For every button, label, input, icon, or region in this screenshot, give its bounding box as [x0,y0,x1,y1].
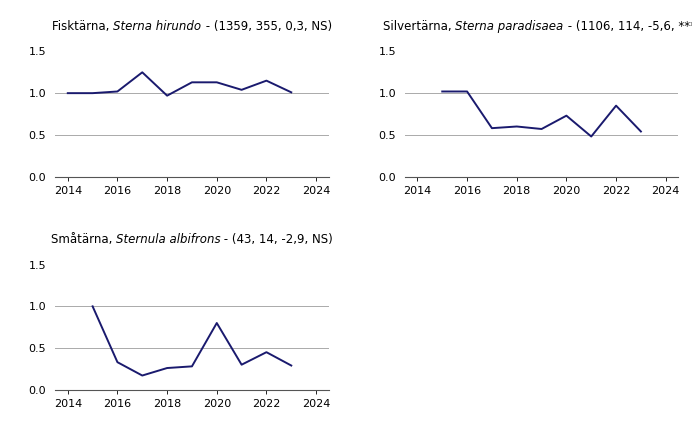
Text: Silvertärna,: Silvertärna, [383,20,455,33]
Text: Sterna hirundo: Sterna hirundo [113,20,201,33]
Text: Sternula albifrons: Sternula albifrons [116,233,221,246]
Text: Småtärna,: Småtärna, [51,233,116,246]
Text: - (1106, 114, -5,6, ***): - (1106, 114, -5,6, ***) [563,20,692,33]
Text: Sterna paradisaea: Sterna paradisaea [455,20,563,33]
Text: - (1359, 355, 0,3, NS): - (1359, 355, 0,3, NS) [201,20,331,33]
Text: Fisktärna,: Fisktärna, [53,20,113,33]
Text: - (43, 14, -2,9, NS): - (43, 14, -2,9, NS) [221,233,333,246]
